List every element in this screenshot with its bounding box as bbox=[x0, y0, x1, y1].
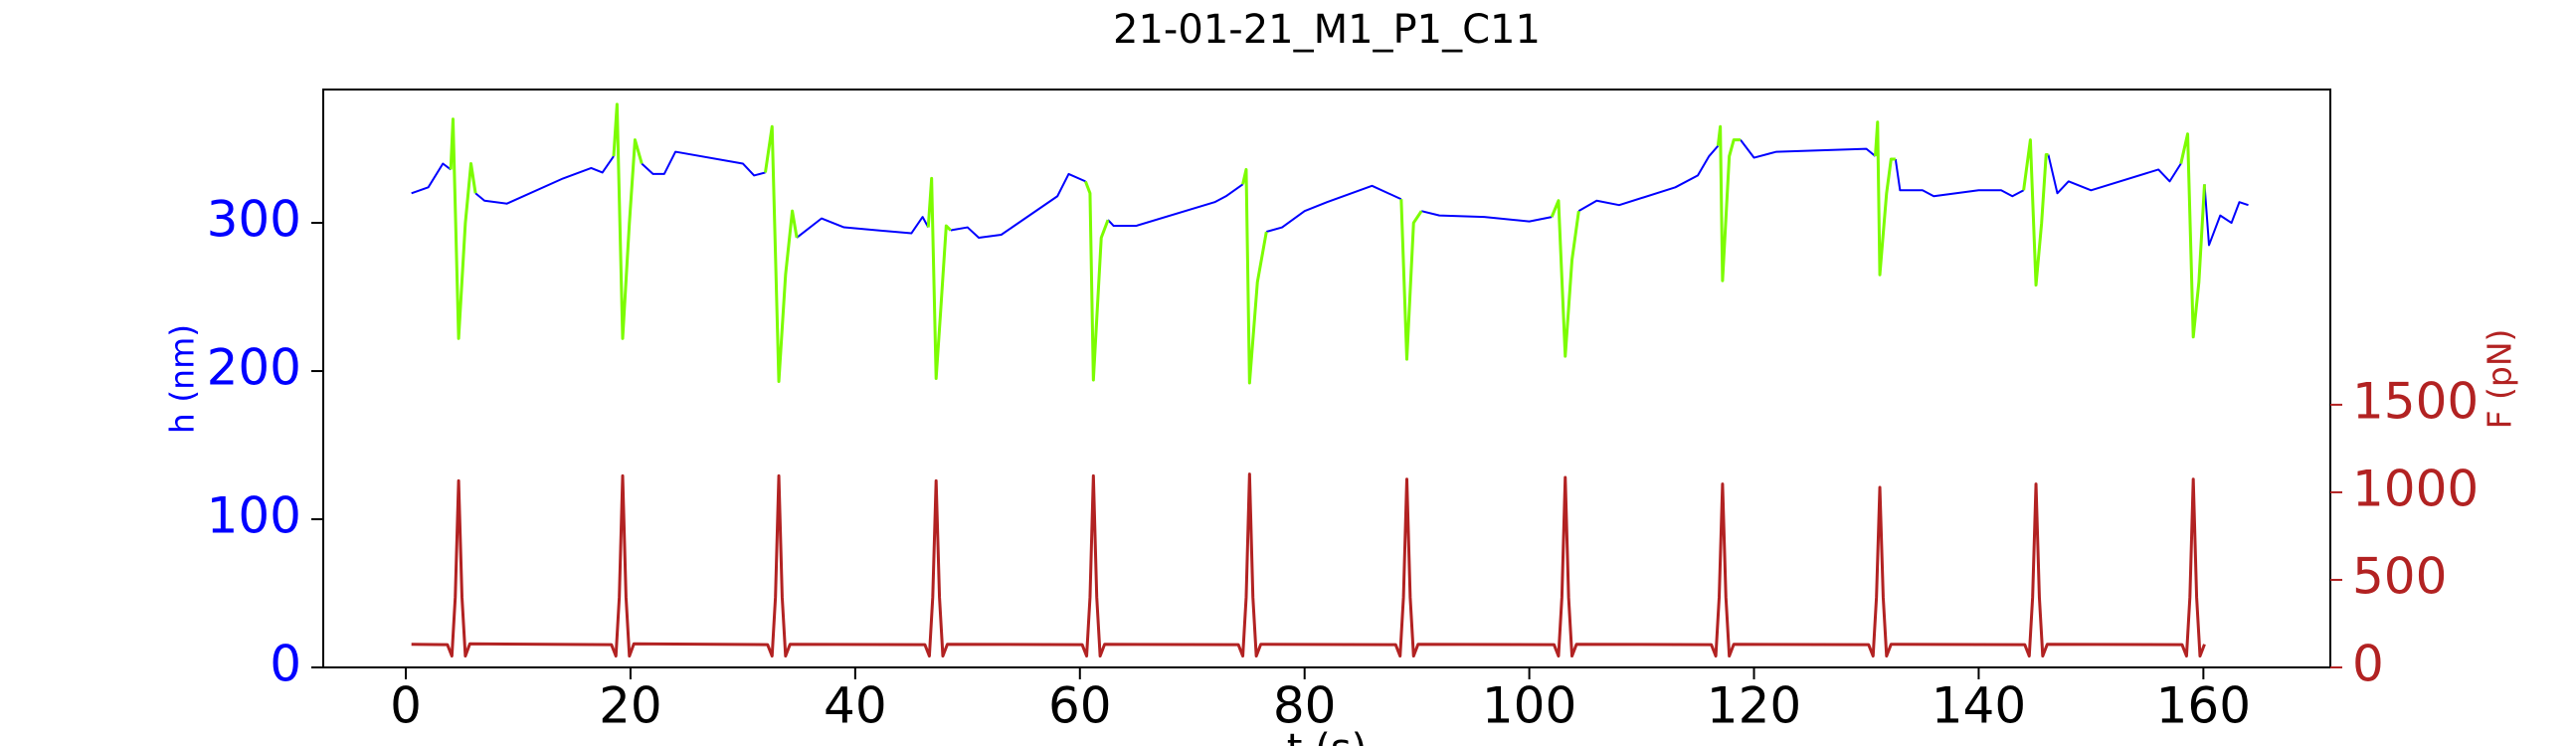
x-tick-label: 120 bbox=[1707, 677, 1801, 735]
y-tick-label: 200 bbox=[207, 339, 301, 397]
x-tick-label: 160 bbox=[2156, 677, 2251, 735]
x-tick-label: 60 bbox=[1048, 677, 1112, 735]
y2-tick-label: 0 bbox=[2352, 636, 2384, 693]
y-tick-label: 0 bbox=[270, 636, 301, 693]
x-tick-label: 40 bbox=[824, 677, 887, 735]
y2-tick-label: 1000 bbox=[2352, 460, 2479, 517]
x-axis-label: t (s) bbox=[1287, 726, 1367, 746]
y2-tick-label: 500 bbox=[2352, 547, 2447, 605]
y2-axis-label: F (pN) bbox=[2481, 329, 2519, 430]
data-line bbox=[411, 472, 2206, 658]
x-tick-label: 100 bbox=[1482, 677, 1576, 735]
data-line bbox=[411, 139, 2249, 247]
y2-tick-label: 1500 bbox=[2352, 372, 2479, 430]
x-tick-label: 0 bbox=[390, 677, 422, 735]
plot-frame bbox=[322, 89, 2331, 668]
y-axis-label: h (nm) bbox=[163, 324, 202, 434]
y-tick-label: 100 bbox=[207, 487, 301, 545]
y-tick-label: 300 bbox=[207, 191, 301, 249]
x-tick-label: 140 bbox=[1932, 677, 2026, 735]
x-tick-label: 80 bbox=[1273, 677, 1337, 735]
chart-title: 21-01-21_M1_P1_C11 bbox=[1113, 7, 1541, 53]
x-tick-label: 20 bbox=[599, 677, 662, 735]
data-line bbox=[449, 102, 2206, 385]
